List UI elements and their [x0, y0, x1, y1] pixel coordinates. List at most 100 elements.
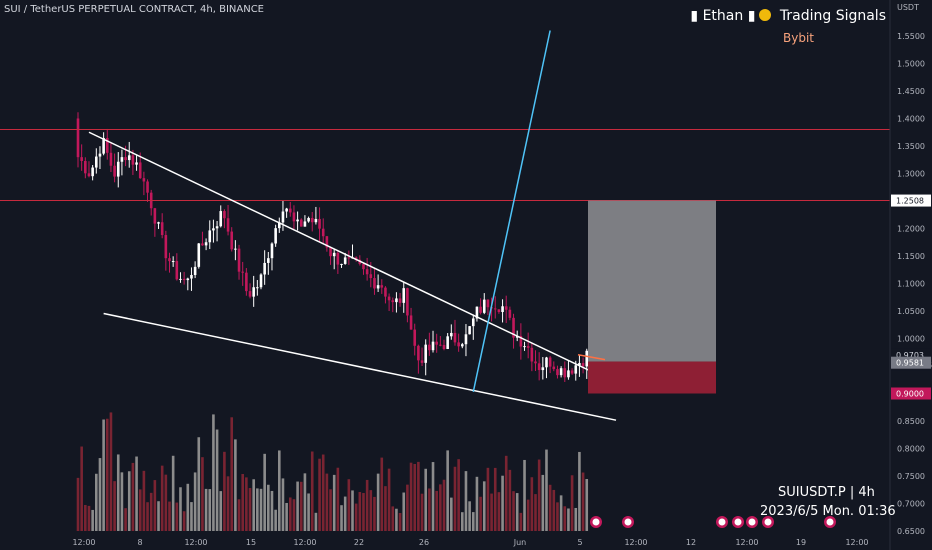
x-tick-label: 26	[419, 538, 429, 547]
volume-bar	[219, 491, 223, 531]
volume-bar	[91, 509, 94, 531]
volume-bar	[471, 512, 475, 531]
candle-body	[512, 317, 515, 338]
x-tick-label: 19	[796, 538, 806, 547]
candle-body	[387, 296, 391, 301]
candle-body	[215, 226, 219, 229]
candle-body	[105, 138, 109, 153]
event-flag-icon-inner	[734, 518, 742, 526]
candle-body	[384, 287, 387, 297]
volume-bar	[508, 469, 512, 531]
volume-bar	[537, 459, 541, 531]
candle-body	[508, 309, 512, 318]
volume-bar	[95, 473, 98, 531]
volume-bar	[461, 512, 464, 531]
candle-body	[450, 332, 453, 337]
candle-body	[446, 336, 449, 349]
candle-body	[124, 157, 127, 161]
candle-body	[157, 222, 160, 224]
y-tick-label: 0.8500	[897, 417, 925, 426]
candle-body	[208, 230, 212, 243]
volume-bar	[545, 449, 548, 531]
candle-body	[193, 266, 197, 276]
candle-body	[314, 218, 318, 223]
candle-body	[398, 298, 402, 303]
x-tick-label: 22	[354, 538, 364, 547]
volume-bar	[329, 489, 332, 531]
x-tick-label: 12:00	[293, 538, 316, 547]
volume-bar	[138, 489, 142, 531]
candle-body	[76, 118, 80, 158]
exchange-label: Bybit	[783, 31, 814, 45]
y-tick-label: 1.4500	[897, 87, 925, 96]
candle-body	[329, 247, 332, 257]
candle-body	[519, 335, 523, 347]
volume-bar	[186, 483, 190, 531]
volume-bar	[160, 465, 164, 531]
candle-body	[153, 208, 157, 224]
candle-body	[581, 363, 585, 367]
volume-bar	[567, 508, 570, 531]
candle-body	[453, 332, 457, 343]
trend-line-upper	[88, 131, 635, 393]
volume-bar	[504, 455, 508, 531]
candle-body	[98, 153, 102, 157]
volume-bar	[259, 488, 263, 531]
candle-body	[164, 235, 168, 259]
candle-body	[559, 368, 563, 376]
candle-body	[142, 178, 146, 182]
volume-bar	[365, 479, 369, 531]
volume-bar	[340, 505, 343, 531]
x-tick-label: 8	[137, 538, 142, 547]
y-tick-label: 1.1500	[897, 252, 925, 261]
stop-price-tag: 0.9000	[896, 390, 924, 399]
y-tick-label: 1.0000	[897, 335, 925, 344]
symbol-watermark: SUIUSDT.P | 4h	[778, 485, 875, 500]
candle-body	[223, 211, 226, 219]
volume-bar	[245, 477, 248, 531]
entry-price-tag-bg	[891, 356, 931, 369]
candle-body	[87, 173, 91, 177]
volume-bar	[347, 479, 351, 531]
volume-bar	[281, 478, 285, 531]
volume-bar	[387, 468, 391, 531]
stop-zone	[588, 361, 716, 394]
volume-bar	[417, 461, 420, 531]
candle-body	[574, 365, 578, 374]
stop-price-tag-bg	[891, 387, 931, 400]
candle-body	[332, 252, 336, 257]
volume-bar	[237, 499, 241, 531]
volume-bar	[442, 479, 446, 531]
candle-body	[237, 248, 241, 272]
volume-bar	[223, 451, 226, 531]
volume-bar	[274, 509, 277, 531]
volume-bar	[278, 450, 281, 531]
candle-body	[325, 236, 329, 248]
x-tick-label: 5	[577, 538, 582, 547]
volume-bar	[256, 488, 259, 531]
candle-body	[395, 298, 398, 303]
volume-bar	[402, 492, 406, 531]
candle-body	[307, 217, 310, 222]
volume-bar	[493, 467, 497, 531]
projection-line	[472, 30, 551, 393]
volume-bar	[541, 474, 545, 531]
candle-body	[468, 326, 471, 335]
volume-bar	[248, 488, 252, 531]
volume-bar	[98, 458, 102, 531]
volume-bar	[80, 446, 83, 531]
volume-bar	[168, 501, 171, 531]
volume-bar	[310, 451, 314, 531]
brand-bar-icon: ▮	[690, 8, 699, 24]
volume-bar	[585, 479, 589, 531]
candle-body	[409, 315, 413, 330]
volume-bar	[406, 484, 409, 531]
volume-bar	[109, 412, 113, 531]
candle-body	[182, 278, 186, 281]
candle-body	[431, 341, 435, 351]
volume-bar	[574, 507, 578, 531]
volume-bar	[424, 468, 427, 531]
candle-body	[567, 370, 570, 378]
candle-body	[523, 346, 526, 348]
